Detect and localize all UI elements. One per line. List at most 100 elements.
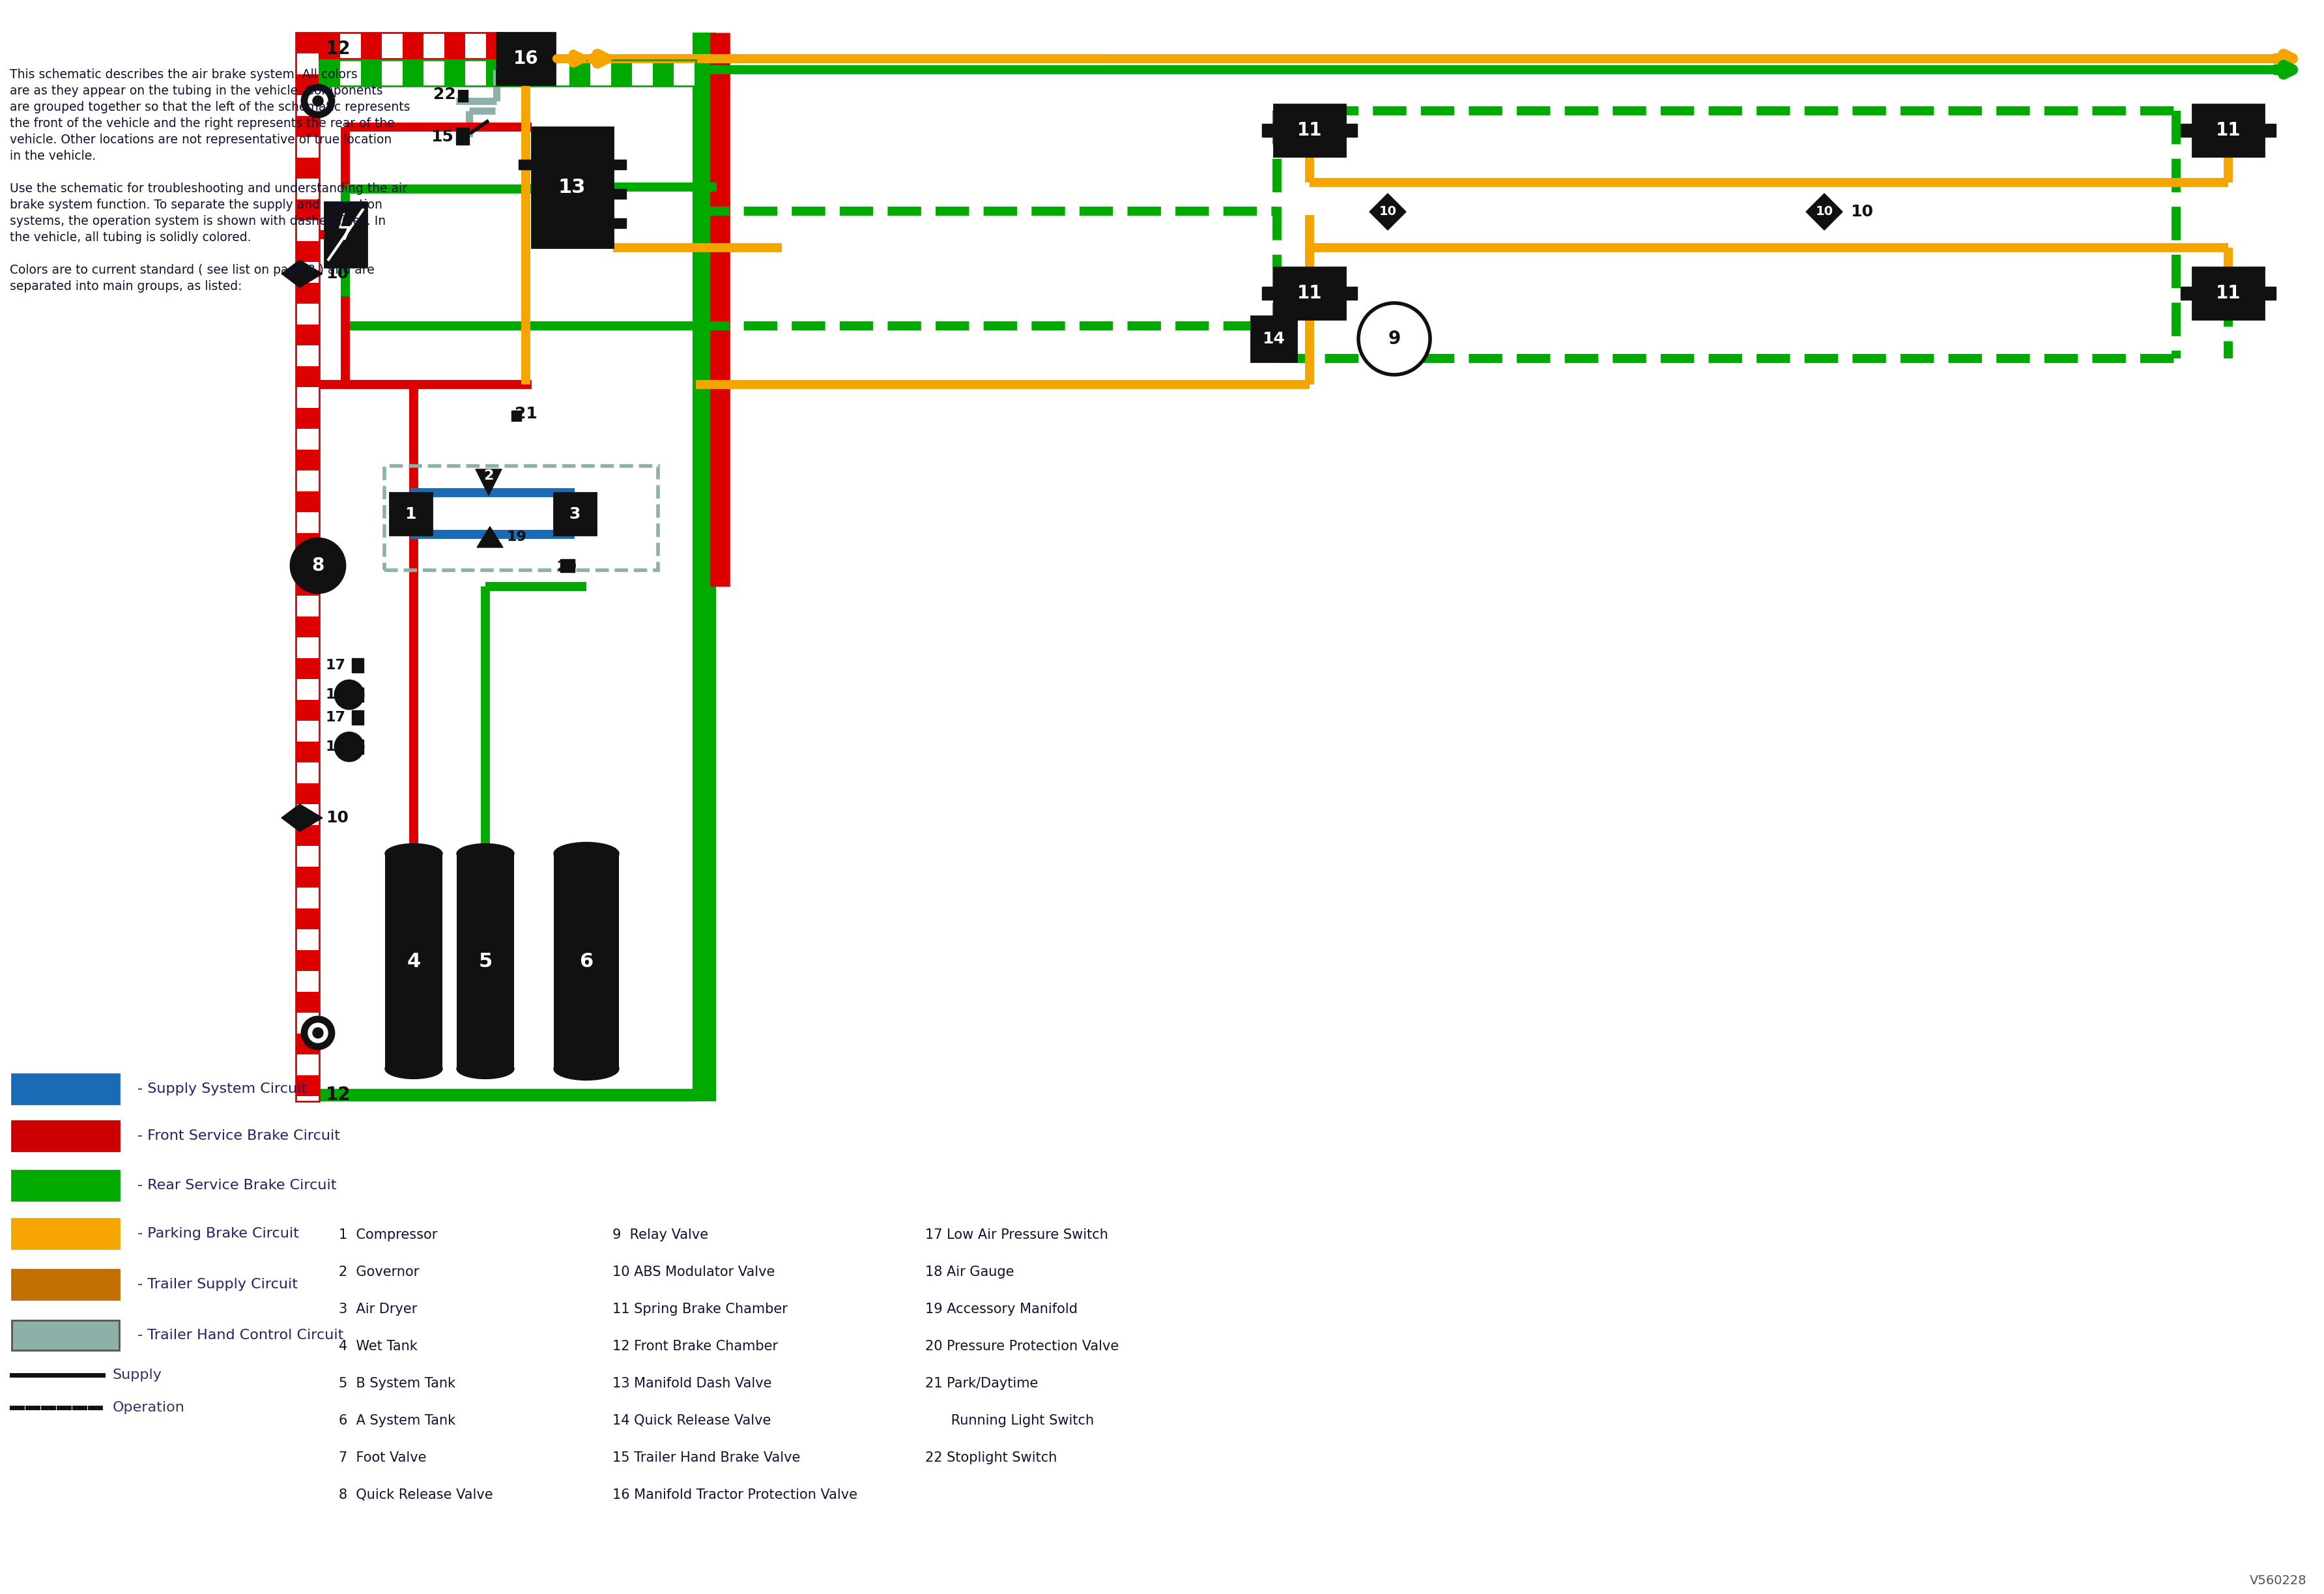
Bar bbox=[295, 54, 318, 75]
Bar bbox=[381, 32, 402, 59]
Bar bbox=[295, 512, 318, 532]
Bar bbox=[2192, 268, 2264, 319]
Bar bbox=[486, 32, 502, 59]
Bar bbox=[458, 89, 467, 102]
Bar bbox=[295, 867, 318, 888]
Circle shape bbox=[314, 1028, 323, 1038]
Text: 3: 3 bbox=[569, 507, 581, 521]
Bar bbox=[295, 282, 318, 304]
Bar bbox=[295, 532, 318, 555]
Bar bbox=[381, 61, 402, 86]
Text: 17: 17 bbox=[325, 658, 346, 673]
Ellipse shape bbox=[553, 1057, 618, 1081]
Bar bbox=[295, 741, 318, 762]
Text: - Rear Service Brake Circuit: - Rear Service Brake Circuit bbox=[137, 1180, 337, 1192]
Bar bbox=[295, 617, 318, 638]
Bar bbox=[295, 367, 318, 387]
Bar bbox=[295, 199, 318, 220]
Text: 9  Relay Valve: 9 Relay Valve bbox=[614, 1229, 709, 1242]
Text: 20: 20 bbox=[558, 561, 576, 574]
Bar bbox=[295, 1054, 318, 1076]
Ellipse shape bbox=[458, 843, 514, 864]
Bar bbox=[295, 991, 318, 1012]
Text: 5: 5 bbox=[479, 952, 493, 971]
Bar bbox=[2192, 104, 2264, 156]
Bar bbox=[1262, 287, 1274, 300]
Text: 11: 11 bbox=[1297, 121, 1322, 139]
Text: Operation: Operation bbox=[114, 1401, 186, 1414]
Text: 11: 11 bbox=[2215, 284, 2240, 303]
Bar bbox=[295, 826, 318, 846]
Bar bbox=[295, 638, 318, 658]
Bar bbox=[569, 61, 590, 86]
Text: 13 Manifold Dash Valve: 13 Manifold Dash Valve bbox=[614, 1377, 772, 1390]
Text: 6: 6 bbox=[579, 952, 593, 971]
Bar bbox=[1274, 104, 1346, 156]
Bar bbox=[614, 190, 625, 199]
Text: 3  Air Dryer: 3 Air Dryer bbox=[339, 1302, 418, 1315]
Bar bbox=[444, 61, 465, 86]
Text: 18: 18 bbox=[325, 689, 346, 701]
Text: 15 Trailer Hand Brake Valve: 15 Trailer Hand Brake Valve bbox=[614, 1451, 799, 1465]
Bar bbox=[423, 32, 444, 59]
Circle shape bbox=[309, 91, 328, 112]
Circle shape bbox=[339, 738, 358, 756]
Text: 1  Compressor: 1 Compressor bbox=[339, 1229, 437, 1242]
Text: 16: 16 bbox=[514, 49, 539, 69]
Bar bbox=[295, 950, 318, 971]
Bar bbox=[351, 711, 363, 725]
Circle shape bbox=[302, 84, 335, 118]
Text: - Supply System Circuit: - Supply System Circuit bbox=[137, 1082, 307, 1095]
Bar bbox=[590, 61, 611, 86]
Text: 5  B System Tank: 5 B System Tank bbox=[339, 1377, 456, 1390]
Bar bbox=[465, 61, 486, 86]
Bar bbox=[295, 116, 318, 137]
Text: 11 Spring Brake Chamber: 11 Spring Brake Chamber bbox=[614, 1302, 788, 1315]
Text: 17 Low Air Pressure Switch: 17 Low Air Pressure Switch bbox=[925, 1229, 1109, 1242]
Ellipse shape bbox=[458, 1058, 514, 1079]
Bar bbox=[318, 61, 339, 86]
Bar bbox=[2180, 124, 2192, 137]
Bar bbox=[295, 32, 318, 54]
Bar bbox=[614, 159, 625, 169]
Polygon shape bbox=[476, 469, 502, 496]
Text: 2: 2 bbox=[483, 469, 493, 483]
Text: 11: 11 bbox=[2215, 121, 2240, 139]
Bar bbox=[486, 61, 507, 86]
Text: 9: 9 bbox=[1387, 330, 1401, 347]
Polygon shape bbox=[1806, 193, 1843, 230]
Bar bbox=[318, 61, 695, 86]
Bar bbox=[318, 32, 339, 59]
Text: 8: 8 bbox=[311, 556, 325, 575]
Bar bbox=[295, 762, 318, 783]
Bar bbox=[360, 61, 381, 86]
Circle shape bbox=[290, 539, 346, 593]
Bar bbox=[511, 411, 521, 421]
Bar bbox=[507, 61, 528, 86]
Bar bbox=[295, 929, 318, 950]
Bar bbox=[295, 720, 318, 741]
Text: 10: 10 bbox=[325, 266, 349, 282]
Text: 20 Pressure Protection Valve: 20 Pressure Protection Valve bbox=[925, 1341, 1118, 1353]
Text: 18 Air Gauge: 18 Air Gauge bbox=[925, 1266, 1013, 1278]
Bar bbox=[295, 1097, 318, 1101]
Bar bbox=[1346, 287, 1357, 300]
Circle shape bbox=[339, 685, 358, 705]
Bar bbox=[444, 32, 465, 59]
Bar bbox=[12, 1170, 119, 1200]
Bar bbox=[402, 32, 423, 59]
Polygon shape bbox=[281, 803, 323, 832]
Bar bbox=[456, 128, 469, 145]
Bar bbox=[1262, 124, 1274, 137]
Bar bbox=[295, 658, 318, 679]
Bar bbox=[518, 159, 532, 169]
Bar bbox=[295, 1012, 318, 1033]
Text: Supply: Supply bbox=[114, 1369, 163, 1382]
Bar bbox=[614, 218, 625, 228]
Circle shape bbox=[335, 733, 363, 762]
Text: 12 Front Brake Chamber: 12 Front Brake Chamber bbox=[614, 1341, 779, 1353]
Bar bbox=[295, 96, 318, 116]
Bar bbox=[295, 1033, 318, 1054]
Bar bbox=[532, 128, 614, 247]
Text: 8  Quick Release Valve: 8 Quick Release Valve bbox=[339, 1489, 493, 1502]
